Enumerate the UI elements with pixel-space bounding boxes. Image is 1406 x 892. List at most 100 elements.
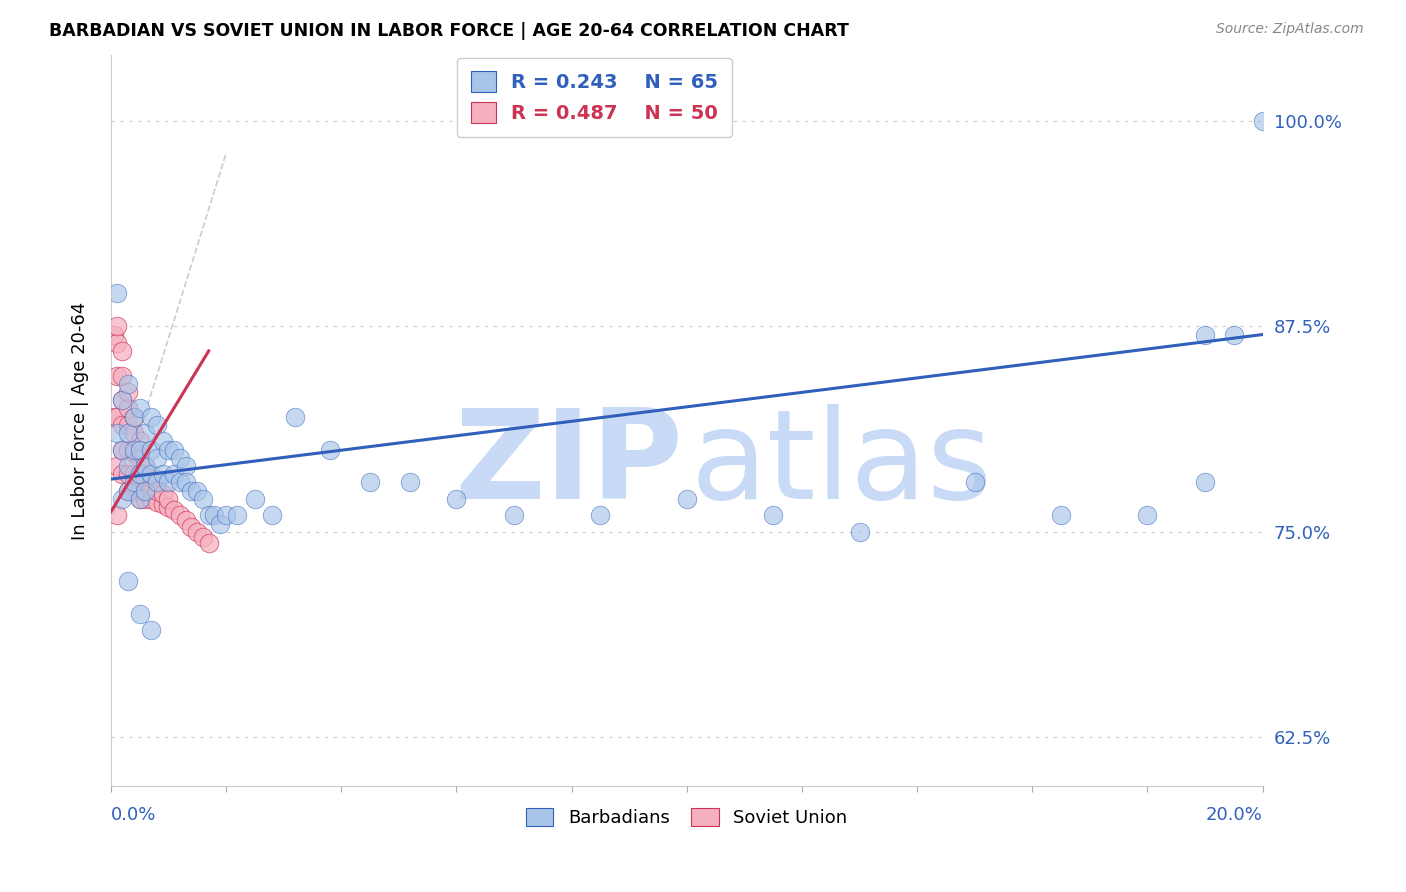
Point bbox=[122, 446, 145, 460]
Point bbox=[111, 417, 134, 432]
Point bbox=[191, 491, 214, 506]
Point bbox=[139, 467, 162, 482]
Point bbox=[117, 442, 139, 457]
Point bbox=[146, 483, 169, 498]
Point bbox=[186, 483, 208, 498]
Point bbox=[128, 607, 150, 621]
Point bbox=[117, 458, 139, 473]
Point bbox=[204, 508, 226, 523]
Point bbox=[146, 450, 169, 465]
Point bbox=[134, 483, 156, 498]
Point bbox=[139, 624, 162, 638]
Legend: Barbadians, Soviet Union: Barbadians, Soviet Union bbox=[517, 798, 856, 836]
Point bbox=[111, 442, 134, 457]
Point bbox=[111, 442, 134, 457]
Point bbox=[152, 467, 174, 482]
Point bbox=[963, 475, 986, 490]
Point bbox=[122, 409, 145, 424]
Point bbox=[169, 475, 191, 490]
Point bbox=[152, 497, 174, 511]
Point bbox=[146, 475, 169, 490]
Point bbox=[134, 458, 156, 473]
Point bbox=[157, 500, 180, 514]
Text: BARBADIAN VS SOVIET UNION IN LABOR FORCE | AGE 20-64 CORRELATION CHART: BARBADIAN VS SOVIET UNION IN LABOR FORCE… bbox=[49, 22, 849, 40]
Point bbox=[191, 530, 214, 544]
Point bbox=[1050, 508, 1073, 523]
Point bbox=[139, 491, 162, 506]
Point bbox=[157, 442, 180, 457]
Text: 0.0%: 0.0% bbox=[111, 806, 156, 824]
Point bbox=[318, 442, 340, 457]
Point bbox=[163, 442, 186, 457]
Point bbox=[163, 467, 186, 482]
Point bbox=[134, 426, 156, 441]
Point bbox=[117, 574, 139, 588]
Point bbox=[105, 319, 128, 334]
Point bbox=[105, 426, 128, 441]
Point bbox=[128, 466, 150, 480]
Point bbox=[139, 409, 162, 424]
Point bbox=[180, 483, 202, 498]
Point bbox=[186, 524, 208, 539]
Point bbox=[503, 508, 526, 523]
Point bbox=[128, 401, 150, 416]
Point bbox=[446, 491, 468, 506]
Point bbox=[105, 368, 128, 383]
Point bbox=[146, 495, 169, 509]
Point bbox=[260, 508, 283, 523]
Point bbox=[128, 491, 150, 506]
Point bbox=[169, 508, 191, 523]
Point bbox=[139, 482, 162, 496]
Point bbox=[134, 472, 156, 486]
Point bbox=[174, 475, 197, 490]
Point bbox=[105, 335, 128, 350]
Point bbox=[117, 417, 139, 432]
Point bbox=[399, 475, 422, 490]
Point bbox=[157, 475, 180, 490]
Point bbox=[105, 508, 128, 523]
Point bbox=[139, 470, 162, 484]
Point bbox=[111, 491, 134, 506]
Point bbox=[128, 434, 150, 449]
Point bbox=[848, 524, 870, 539]
Point bbox=[117, 483, 139, 498]
Point bbox=[134, 491, 156, 506]
Point bbox=[243, 491, 266, 506]
Point bbox=[359, 475, 381, 490]
Point bbox=[675, 491, 697, 506]
Point bbox=[128, 467, 150, 482]
Point bbox=[197, 508, 219, 523]
Point bbox=[197, 536, 219, 550]
Point bbox=[1194, 475, 1216, 490]
Point bbox=[128, 491, 150, 506]
Point bbox=[117, 467, 139, 482]
Point bbox=[163, 503, 186, 517]
Text: ZIP: ZIP bbox=[454, 404, 683, 525]
Point bbox=[139, 442, 162, 457]
Point bbox=[180, 520, 202, 534]
Point bbox=[174, 458, 197, 473]
Point bbox=[174, 513, 197, 527]
Point bbox=[117, 385, 139, 400]
Point bbox=[169, 450, 191, 465]
Point bbox=[105, 409, 128, 424]
Point bbox=[1223, 327, 1246, 342]
Point bbox=[134, 458, 156, 473]
Point bbox=[103, 409, 125, 424]
Point bbox=[157, 491, 180, 506]
Point bbox=[226, 508, 249, 523]
Point bbox=[152, 434, 174, 449]
Point bbox=[111, 343, 134, 358]
Point bbox=[122, 467, 145, 482]
Text: atlas: atlas bbox=[690, 404, 993, 525]
Text: 20.0%: 20.0% bbox=[1206, 806, 1263, 824]
Point bbox=[117, 401, 139, 416]
Point bbox=[1194, 327, 1216, 342]
Point bbox=[128, 442, 150, 457]
Point bbox=[128, 479, 150, 493]
Point bbox=[111, 467, 134, 482]
Point bbox=[1136, 508, 1159, 523]
Point bbox=[762, 508, 785, 523]
Point bbox=[111, 393, 134, 408]
Point bbox=[209, 516, 232, 531]
